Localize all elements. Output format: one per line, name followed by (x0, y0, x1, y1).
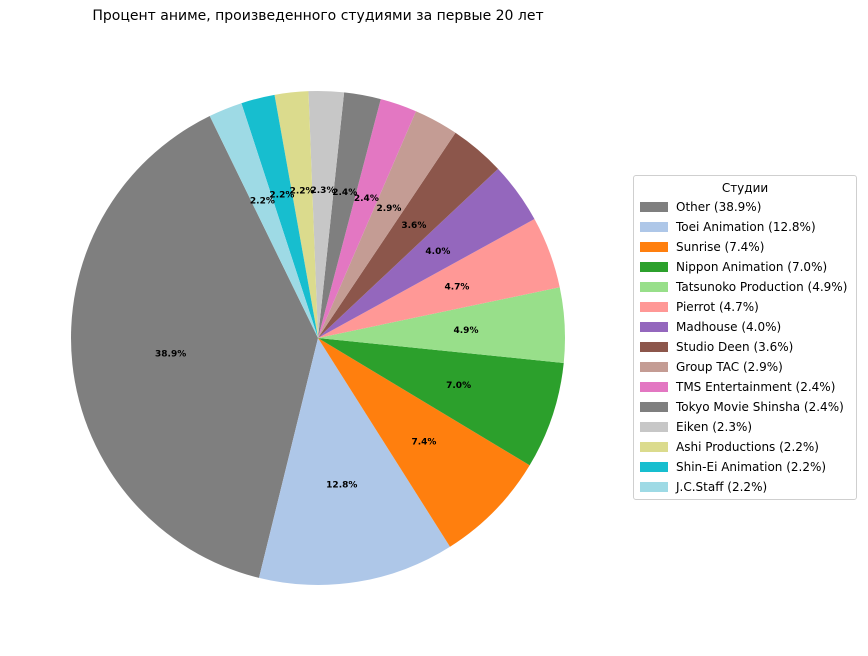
legend-label: Ashi Productions (2.2%) (676, 440, 819, 454)
pie-slice-tokyo-movie-shinsha (318, 92, 381, 338)
legend-swatch (640, 322, 668, 332)
pie-slice-toei-animation (259, 338, 451, 586)
legend-label: Shin-Ei Animation (2.2%) (676, 460, 827, 474)
legend-item-tokyo-movie-shinsha: Tokyo Movie Shinsha (2.4%) (640, 397, 850, 417)
pie-slice-other (71, 116, 318, 578)
legend-item-nippon-animation: Nippon Animation (7.0%) (640, 257, 850, 277)
legend-swatch (640, 402, 668, 412)
legend-label: TMS Entertainment (2.4%) (676, 380, 836, 394)
pie-slice-j-c-staff (209, 103, 318, 338)
legend-label: Pierrot (4.7%) (676, 300, 759, 314)
legend-swatch (640, 302, 668, 312)
legend-item-ashi-productions: Ashi Productions (2.2%) (640, 437, 850, 457)
pie-label-tokyo-movie-shinsha: 2.4% (332, 188, 357, 198)
chart-title: Процент аниме, произведенного студиями з… (92, 8, 544, 24)
legend-swatch (640, 462, 668, 472)
legend-label: Toei Animation (12.8%) (676, 220, 816, 234)
legend-item-toei-animation: Toei Animation (12.8%) (640, 217, 850, 237)
pie-slice-ashi-productions (274, 91, 318, 339)
pie-label-j-c-staff: 2.2% (250, 197, 275, 207)
pie-label-toei-animation: 12.8% (326, 480, 357, 490)
legend-item-group-tac: Group TAC (2.9%) (640, 357, 850, 377)
legend-label: Eiken (2.3%) (676, 420, 753, 434)
pie-chart: 38.9%12.8%7.4%7.0%4.9%4.7%4.0%3.6%2.9%2.… (71, 90, 565, 586)
legend-swatch (640, 442, 668, 452)
pie-slice-pierrot (318, 219, 560, 338)
pie-label-tatsunoko-production: 4.9% (454, 326, 479, 336)
pie-label-tms-entertainment: 2.4% (354, 194, 379, 204)
legend-label: Nippon Animation (7.0%) (676, 260, 828, 274)
legend-swatch (640, 362, 668, 372)
legend-label: Group TAC (2.9%) (676, 360, 783, 374)
pie-label-other: 38.9% (155, 350, 186, 360)
legend-label: J.C.Staff (2.2%) (676, 480, 768, 494)
legend-swatch (640, 222, 668, 232)
pie-label-eiken: 2.3% (311, 186, 336, 196)
legend-title: Студии (721, 181, 769, 195)
legend-label: Tatsunoko Production (4.9%) (676, 280, 848, 294)
legend-item-studio-deen: Studio Deen (3.6%) (640, 337, 850, 357)
legend-item-j-c-staff: J.C.Staff (2.2%) (640, 477, 850, 497)
pie-slice-madhouse (318, 168, 535, 338)
pie-slice-shin-ei-animation (241, 94, 318, 338)
pie-label-pierrot: 4.7% (444, 283, 469, 293)
pie-label-sunrise: 7.4% (411, 438, 436, 448)
legend-item-pierrot: Pierrot (4.7%) (640, 297, 850, 317)
pie-slice-tatsunoko-production (318, 287, 565, 363)
legend-label: Tokyo Movie Shinsha (2.4%) (676, 400, 844, 414)
legend-item-madhouse: Madhouse (4.0%) (640, 317, 850, 337)
pie-label-group-tac: 2.9% (376, 204, 401, 214)
pie-slice-eiken (308, 90, 345, 338)
legend-item-tatsunoko-production: Tatsunoko Production (4.9%) (640, 277, 850, 297)
legend-label: Madhouse (4.0%) (676, 320, 782, 334)
pie-label-shin-ei-animation: 2.2% (269, 190, 294, 200)
pie-slice-tms-entertainment (318, 99, 416, 338)
legend-item-sunrise: Sunrise (7.4%) (640, 237, 850, 257)
legend-swatch (640, 202, 668, 212)
pie-label-studio-deen: 3.6% (401, 221, 426, 231)
legend-items: Other (38.9%) Toei Animation (12.8%) Sunri… (640, 197, 850, 497)
legend-swatch (640, 382, 668, 392)
legend-swatch (640, 342, 668, 352)
legend-swatch (640, 242, 668, 252)
pie-label-ashi-productions: 2.2% (290, 187, 315, 197)
pie-label-madhouse: 4.0% (425, 247, 450, 257)
legend-label: Sunrise (7.4%) (676, 240, 765, 254)
pie-slice-sunrise (318, 338, 530, 547)
legend-swatch (640, 482, 668, 492)
pie-slice-nippon-animation (318, 338, 564, 466)
legend-item-other: Other (38.9%) (640, 197, 850, 217)
legend-label: Studio Deen (3.6%) (676, 340, 794, 354)
legend-item-shin-ei-animation: Shin-Ei Animation (2.2%) (640, 457, 850, 477)
pie-label-nippon-animation: 7.0% (446, 381, 471, 391)
legend-label: Other (38.9%) (676, 200, 762, 214)
pie-slice-group-tac (318, 111, 456, 338)
pie-slice-studio-deen (318, 132, 499, 338)
legend: Студии Other (38.9%) Toei Animation (12.8… (633, 175, 857, 500)
legend-item-tms-entertainment: TMS Entertainment (2.4%) (640, 377, 850, 397)
legend-item-eiken: Eiken (2.3%) (640, 417, 850, 437)
legend-swatch (640, 422, 668, 432)
legend-swatch (640, 282, 668, 292)
legend-swatch (640, 262, 668, 272)
